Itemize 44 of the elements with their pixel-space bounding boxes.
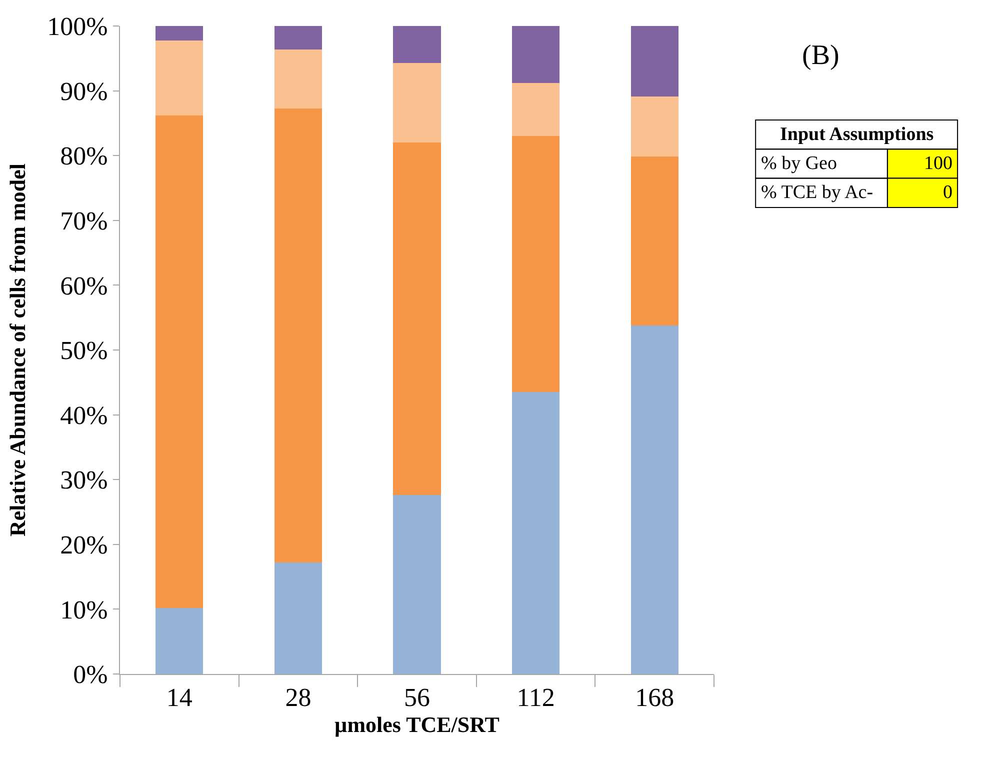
- text: 0: [943, 182, 952, 203]
- bar: [630, 26, 678, 97]
- y-tick-label: 70%: [60, 206, 108, 236]
- x-tick-label: 168: [635, 683, 674, 712]
- y-tick-label: 40%: [60, 400, 108, 430]
- y-tick-label: 100%: [47, 12, 108, 42]
- text: % TCE by Ac-: [761, 182, 874, 203]
- text: % by Geo: [761, 153, 837, 174]
- bar: [512, 392, 560, 674]
- y-axis-title: Relative Abundance of cells from model: [4, 164, 30, 536]
- bar: [393, 62, 441, 143]
- y-tick-label: 60%: [60, 271, 108, 300]
- bar: [393, 26, 441, 63]
- bar: [156, 608, 204, 674]
- y-tick-label: 50%: [60, 336, 108, 366]
- x-tick-label: 14: [166, 683, 192, 712]
- y-tick-label: 80%: [60, 142, 108, 171]
- y-tick-label: 30%: [60, 466, 108, 495]
- bar: [156, 115, 204, 608]
- bar: [274, 562, 322, 674]
- bar: [274, 26, 322, 50]
- bar: [630, 325, 678, 674]
- y-tick-label: 0%: [73, 660, 108, 690]
- bar: [274, 108, 322, 563]
- bar: [512, 136, 560, 392]
- bar: [393, 495, 441, 674]
- x-axis-title: µmoles TCE/SRT: [334, 712, 500, 738]
- y-tick-label: 10%: [60, 595, 108, 624]
- bar: [512, 83, 560, 136]
- bar: [630, 156, 678, 326]
- bar: [512, 26, 560, 84]
- x-tick-label: 28: [285, 683, 312, 712]
- text: (B): [802, 40, 840, 71]
- bar: [156, 26, 204, 40]
- bar: [156, 40, 204, 116]
- x-tick-label: 112: [516, 683, 555, 712]
- bar: [393, 142, 441, 496]
- y-tick-label: 20%: [60, 530, 108, 560]
- text: Input Assumptions: [780, 124, 934, 145]
- text: 100: [924, 153, 952, 174]
- x-tick-label: 56: [404, 683, 430, 712]
- bar: [630, 96, 678, 156]
- bar: [274, 49, 322, 108]
- y-tick-label: 90%: [60, 76, 108, 106]
